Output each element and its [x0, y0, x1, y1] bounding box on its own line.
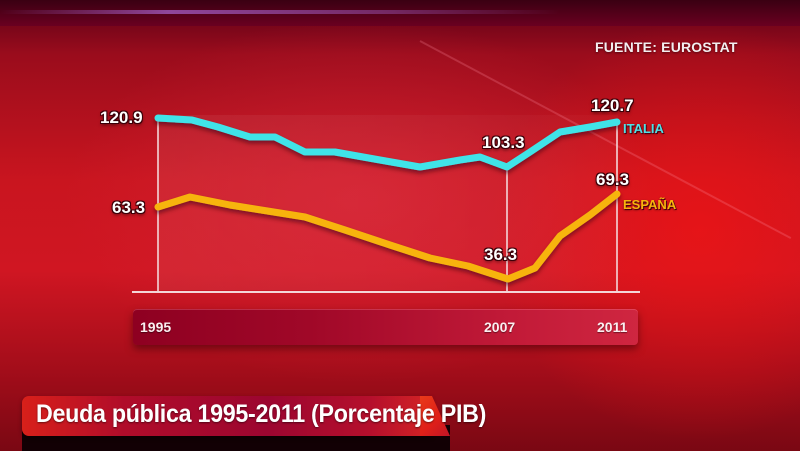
- x-tick-2011: 2011: [597, 319, 628, 335]
- banner-glow: [0, 10, 560, 14]
- source-label: FUENTE: EUROSTAT: [595, 39, 738, 55]
- caption-banner: [22, 396, 432, 436]
- series-label-espana: ESPAÑA: [623, 197, 677, 212]
- label-italia-1995: 120.9: [100, 108, 143, 127]
- label-italia-2007: 103.3: [482, 133, 525, 152]
- label-italia-2011: 120.7: [591, 96, 634, 115]
- series-line-italia: [154, 114, 621, 171]
- label-espana-2007: 36.3: [484, 245, 518, 264]
- chart-title: Deuda pública 1995-2011 (Porcentaje PIB): [36, 400, 487, 428]
- top-banner: [0, 0, 800, 26]
- series-line-espana: [154, 190, 621, 283]
- x-axis-bar: [133, 309, 638, 345]
- label-espana-2011: 69.3: [596, 170, 630, 189]
- x-tick-1995: 1995: [140, 319, 172, 335]
- series-label-italia: ITALIA: [623, 121, 664, 136]
- label-espana-1995: 63.3: [112, 198, 146, 217]
- x-tick-2007: 2007: [484, 319, 516, 335]
